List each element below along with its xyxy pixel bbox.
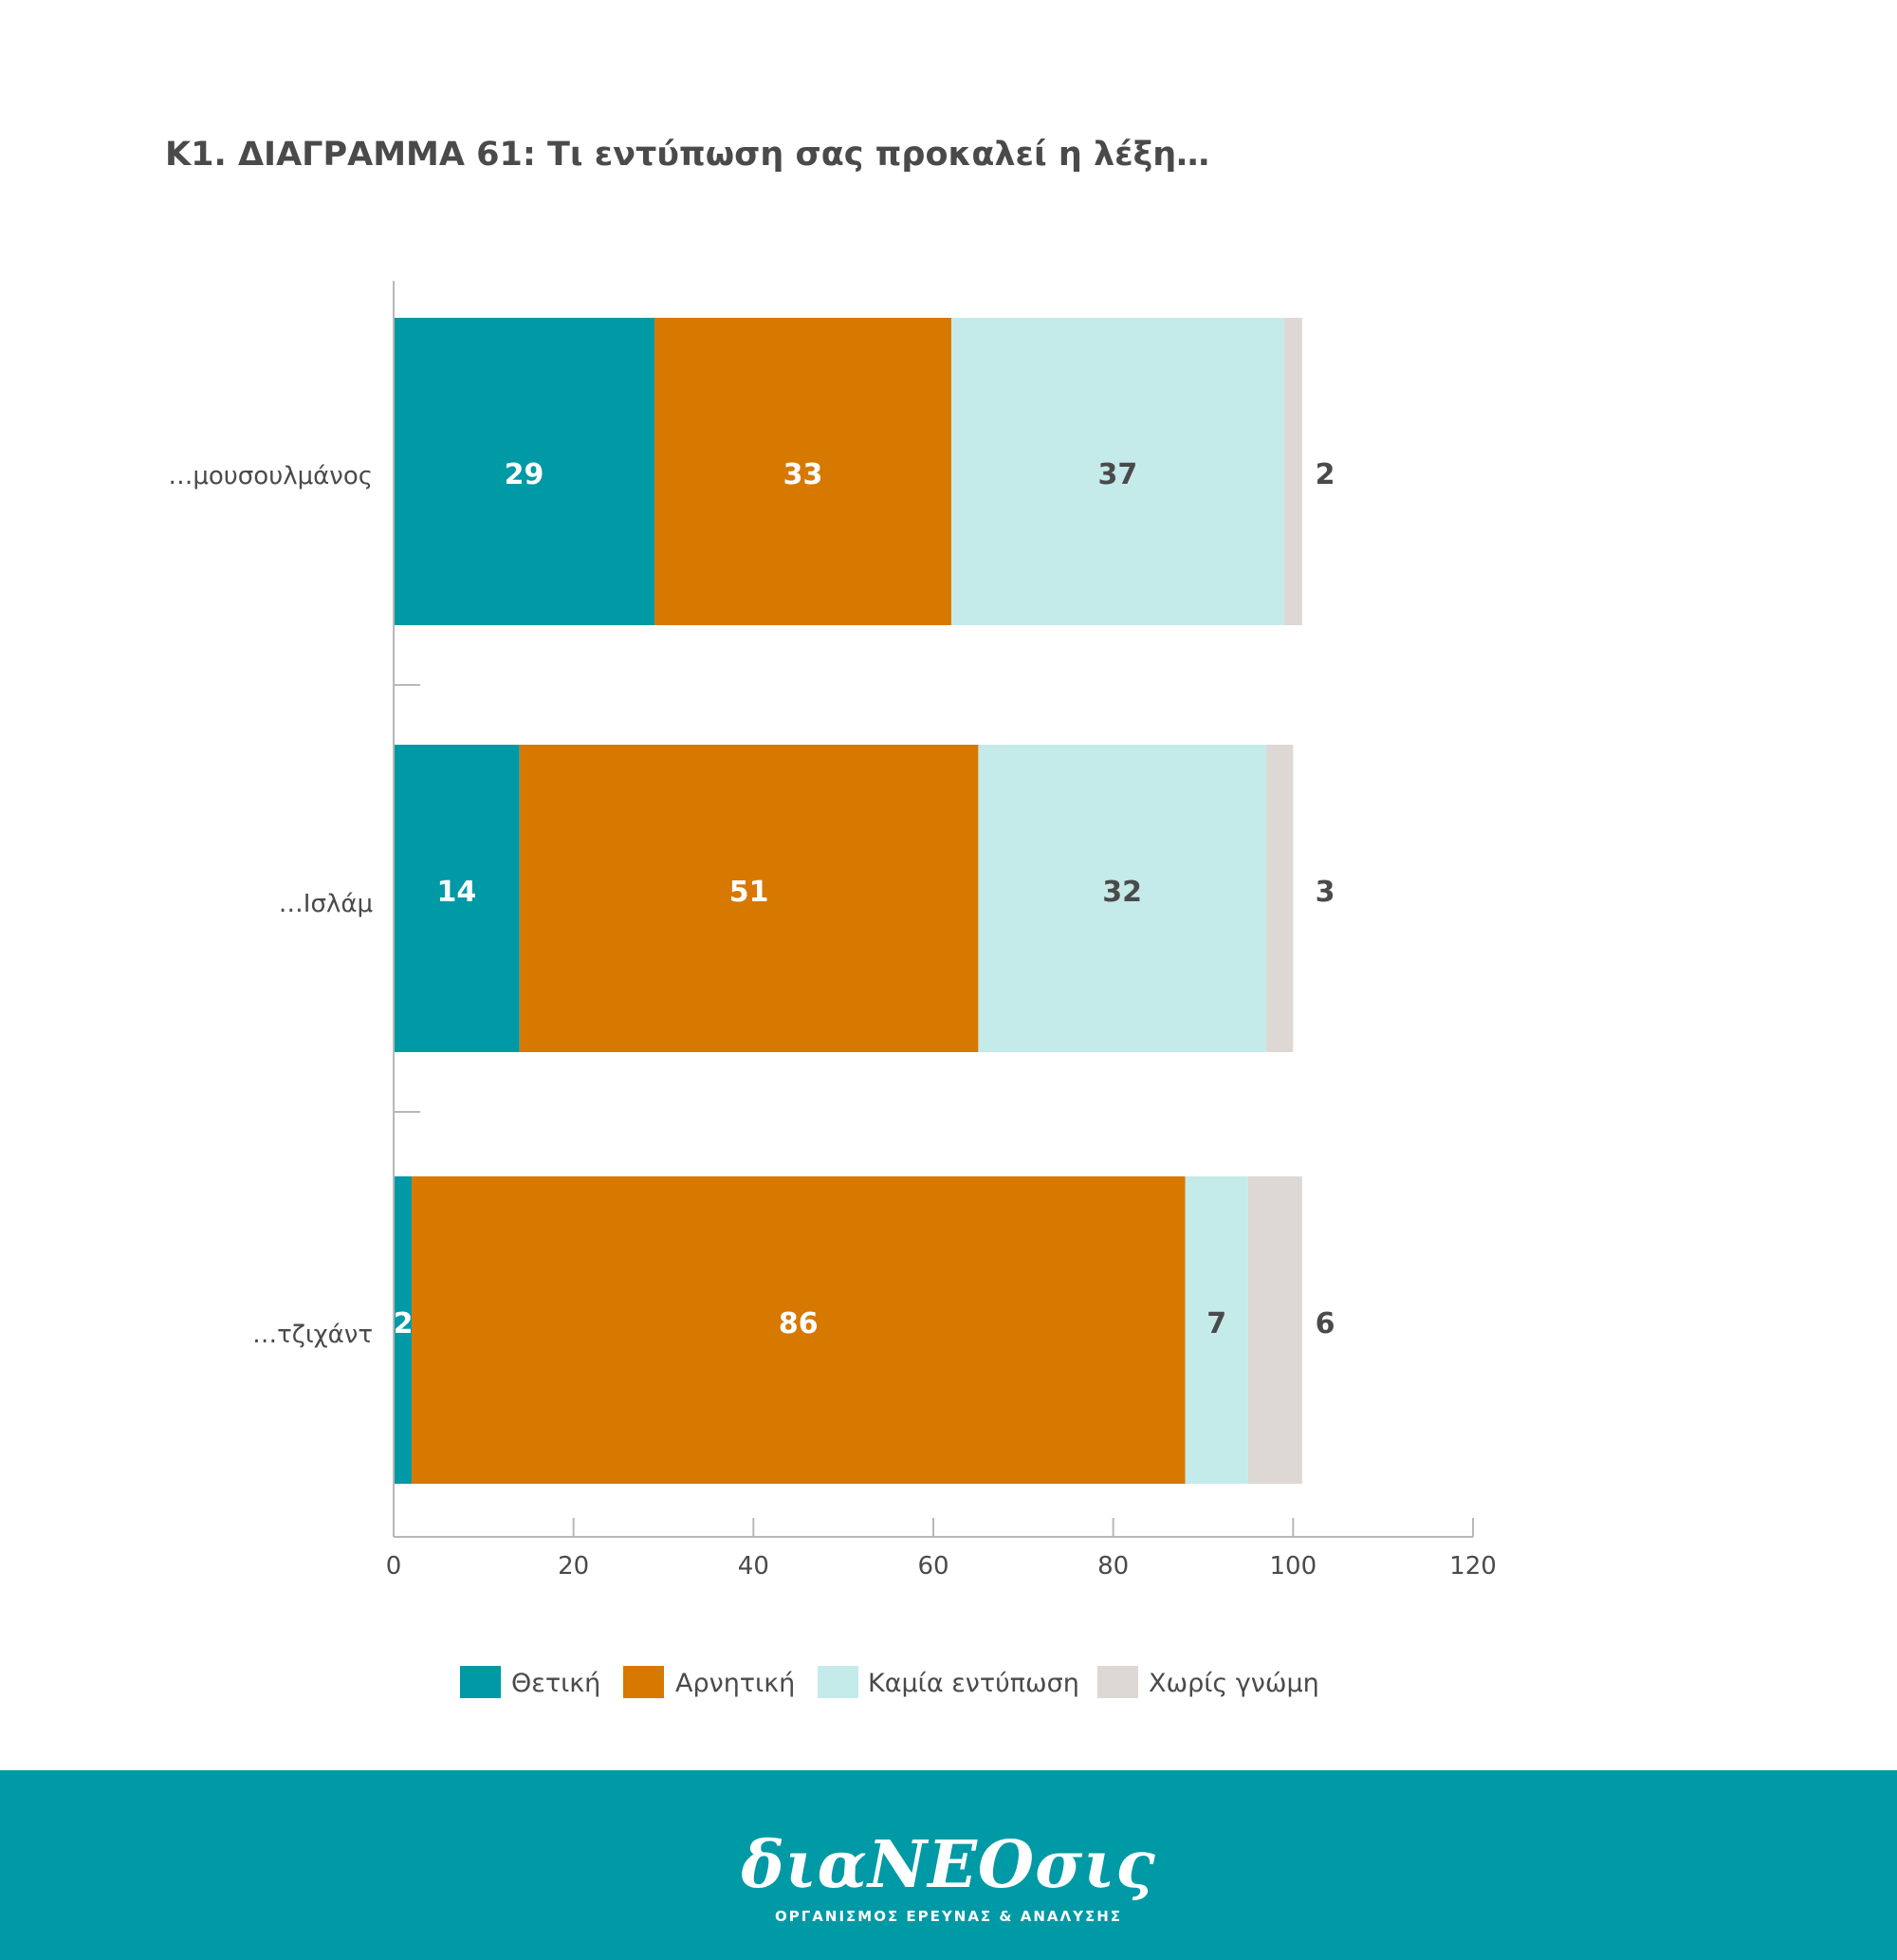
axis-layer: …μουσουλμάνος …Ισλάμ …τζιχάντ 0 20 40 60 80 100 1…: [168, 281, 1497, 1581]
x-tick-label-80: 80: [1097, 1552, 1129, 1581]
legend-label-2: Αρνητική: [675, 1669, 795, 1698]
bar-segment-3-2: [411, 1176, 1186, 1484]
stacked-bar-chart: 29 33 37 214 51 32 32 86 7 6 …μουσουλμάνος…Ισλάμ……: [168, 281, 1497, 1698]
legend-swatch-2: [623, 1666, 664, 1698]
category-label-2: …Ισλάμ: [279, 890, 373, 918]
footer-banner: διαΝΕΟσις ΟΡΓΑΝΙΣΜΟΣ ΕΡΕΥΝΑΣ & ΑΝΑΛΥΣΗΣ: [0, 1770, 1897, 1960]
bar-segment-1-2: [654, 318, 951, 625]
data-label-2-3: 32: [1102, 876, 1142, 909]
legend-swatch-4: [1097, 1666, 1138, 1698]
chart-title: Κ1. ΔΙΑΓΡΑΜΜΑ 61: Τι εντύπωση σας προκαλ…: [165, 136, 1210, 174]
data-label-1-1: 29: [505, 458, 544, 491]
legend-swatch-3: [818, 1666, 858, 1698]
data-label-2-4: 3: [1316, 876, 1335, 909]
bar-segment-2-2: [519, 745, 979, 1052]
data-label-2-2: 51: [729, 876, 769, 909]
data-label-3-3: 7: [1206, 1307, 1226, 1341]
dianeosis-logo: διαΝΕΟσις: [741, 1827, 1156, 1903]
data-label-3-2: 86: [779, 1307, 819, 1341]
bar-segment-2-1: [394, 745, 520, 1052]
category-label-3: …τζιχάντ: [252, 1321, 373, 1349]
x-tick-label-60: 60: [917, 1552, 948, 1581]
data-label-3-1: 2: [394, 1307, 414, 1341]
data-label-2-1: 14: [437, 876, 477, 909]
legend-label-1: Θετική: [511, 1669, 600, 1698]
bars-layer: 29 33 37 214 51 32 32 86 7 6: [394, 318, 1335, 1484]
bar-segment-3-1: [394, 1176, 412, 1484]
x-tick-label-20: 20: [558, 1552, 589, 1581]
data-label-1-4: 2: [1316, 458, 1335, 491]
data-label-1-2: 33: [783, 458, 823, 491]
bar-segment-3-4: [1247, 1176, 1302, 1484]
bar-segment-2-4: [1265, 745, 1294, 1052]
bar-segment-2-3: [978, 745, 1266, 1052]
data-label-3-4: 6: [1316, 1307, 1335, 1341]
x-tick-label-40: 40: [738, 1552, 769, 1581]
bar-segment-1-3: [950, 318, 1284, 625]
legend-swatch-1: [460, 1666, 501, 1698]
x-tick-label-120: 120: [1449, 1552, 1497, 1581]
x-tick-label-0: 0: [386, 1552, 402, 1581]
legend: Θετική Αρνητική Καμία εντύπωση Χωρίς γνώμη: [460, 1666, 1319, 1698]
bar-segment-1-1: [394, 318, 655, 625]
legend-label-4: Χωρίς γνώμη: [1149, 1669, 1319, 1698]
x-tick-label-100: 100: [1270, 1552, 1317, 1581]
logo-tagline: ΟΡΓΑΝΙΣΜΟΣ ΕΡΕΥΝΑΣ & ΑΝΑΛΥΣΗΣ: [774, 1908, 1122, 1925]
category-label-1: …μουσουλμάνος: [168, 462, 373, 490]
data-label-1-3: 37: [1098, 458, 1138, 491]
legend-label-3: Καμία εντύπωση: [868, 1669, 1079, 1698]
bar-segment-1-4: [1283, 318, 1302, 625]
bar-segment-3-3: [1185, 1176, 1248, 1484]
